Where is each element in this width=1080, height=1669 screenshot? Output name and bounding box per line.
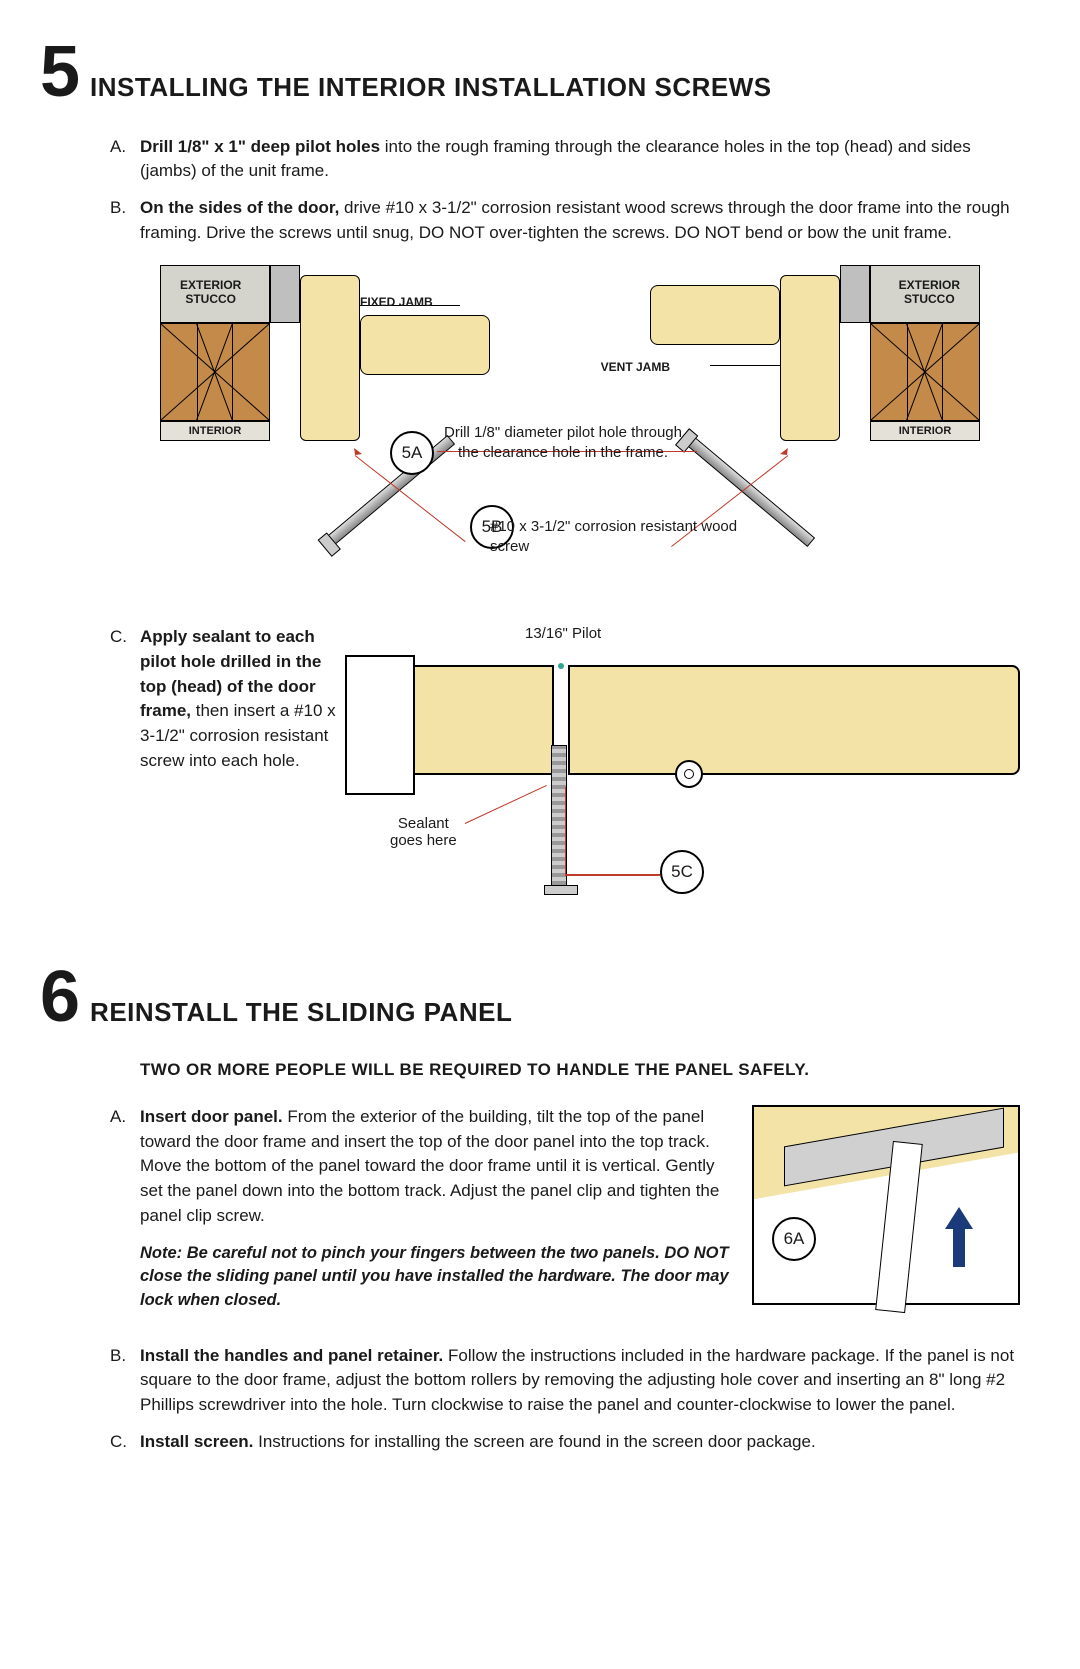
interior-label: INTERIOR bbox=[870, 421, 980, 441]
substep-text: Install the handles and panel retainer. … bbox=[140, 1344, 1020, 1418]
callout-6a: 6A bbox=[772, 1217, 816, 1261]
section-5-heading: 5 INSTALLING THE INTERIOR INSTALLATION S… bbox=[40, 40, 1020, 105]
crosshatch-icon bbox=[161, 324, 269, 420]
fixed-jamb-label: FIXED JAMB bbox=[360, 295, 433, 309]
wood-jamb bbox=[780, 275, 840, 441]
wood-panel bbox=[360, 315, 490, 375]
rest-text: Instructions for installing the screen a… bbox=[253, 1432, 815, 1451]
step-number-6: 6 bbox=[40, 965, 80, 1030]
note-6a: Note: Be careful not to pinch your finge… bbox=[140, 1242, 734, 1311]
slot bbox=[840, 265, 870, 323]
substep-5a: A. Drill 1/8" x 1" deep pilot holes into… bbox=[110, 135, 1020, 184]
section-6-substeps-bc: B. Install the handles and panel retaine… bbox=[40, 1344, 1020, 1455]
step-title-6: REINSTALL THE SLIDING PANEL bbox=[90, 997, 512, 1028]
substep-letter: A. bbox=[110, 135, 132, 184]
up-arrow-icon bbox=[945, 1207, 973, 1267]
diagram-jamb-cross-section: EXTERIOR STUCCO INTERIOR FIXED JAMB EXTE… bbox=[160, 265, 980, 585]
callout-line bbox=[565, 875, 660, 876]
bold-text: Install screen. bbox=[140, 1432, 253, 1451]
substep-5c: C. Apply sealant to each pilot hole dril… bbox=[110, 625, 340, 773]
bold-text: Install the handles and panel retainer. bbox=[140, 1346, 443, 1365]
substep-6b: B. Install the handles and panel retaine… bbox=[110, 1344, 1020, 1418]
substep-6c: C. Install screen. Instructions for inst… bbox=[110, 1430, 1020, 1455]
sealant-label: Sealant goes here bbox=[390, 815, 457, 849]
substep-letter: B. bbox=[110, 1344, 132, 1418]
substep-text: Insert door panel. From the exterior of … bbox=[140, 1105, 734, 1311]
substep-text: Apply sealant to each pilot hole drilled… bbox=[140, 625, 340, 773]
stucco-label: EXTERIOR STUCCO bbox=[899, 279, 960, 305]
callout-5c: 5C bbox=[660, 850, 704, 894]
crosshatch-icon bbox=[871, 324, 979, 420]
substep-text: On the sides of the door, drive #10 x 3-… bbox=[140, 196, 1020, 245]
rough-framing bbox=[160, 323, 270, 421]
safety-warning: TWO OR MORE PEOPLE WILL BE REQUIRED TO H… bbox=[40, 1060, 1020, 1080]
callout-text-5b: #10 x 3-1/2" corrosion resistant wood sc… bbox=[490, 517, 750, 556]
metal-trim bbox=[345, 655, 415, 795]
pilot-label: 13/16" Pilot bbox=[525, 625, 601, 642]
step-number-5: 5 bbox=[40, 40, 80, 105]
wood-panel bbox=[650, 285, 780, 345]
bold-text: On the sides of the door, bbox=[140, 198, 339, 217]
slot bbox=[270, 265, 300, 323]
substep-6a: A. Insert door panel. From the exterior … bbox=[110, 1105, 734, 1311]
callout-5a: 5A bbox=[390, 431, 434, 475]
wood-head bbox=[365, 665, 1020, 775]
leader-line bbox=[710, 365, 780, 366]
row-6a: A. Insert door panel. From the exterior … bbox=[40, 1105, 1020, 1323]
roller-icon bbox=[675, 760, 703, 788]
step-title-5: INSTALLING THE INTERIOR INSTALLATION SCR… bbox=[90, 72, 772, 103]
substep-letter: C. bbox=[110, 625, 132, 773]
wood-jamb bbox=[300, 275, 360, 441]
substep-text: Drill 1/8" x 1" deep pilot holes into th… bbox=[140, 135, 1020, 184]
stucco-label: EXTERIOR STUCCO bbox=[180, 279, 241, 305]
substep-letter: A. bbox=[110, 1105, 132, 1311]
bold-text: Drill 1/8" x 1" deep pilot holes bbox=[140, 137, 380, 156]
row-5c: C. Apply sealant to each pilot hole dril… bbox=[110, 625, 1020, 925]
rough-framing bbox=[870, 323, 980, 421]
callout-text-5a: Drill 1/8" diameter pilot hole through t… bbox=[438, 423, 688, 462]
bold-text: Insert door panel. bbox=[140, 1107, 283, 1126]
col-6a-text: A. Insert door panel. From the exterior … bbox=[110, 1105, 734, 1323]
diagram-head-sealant: 13/16" Pilot Sealant goes here 5C bbox=[365, 625, 1020, 925]
substep-5b: B. On the sides of the door, drive #10 x… bbox=[110, 196, 1020, 245]
substep-letter: B. bbox=[110, 196, 132, 245]
substep-letter: C. bbox=[110, 1430, 132, 1455]
substep-text: Install screen. Instructions for install… bbox=[140, 1430, 1020, 1455]
section-5-substeps: A. Drill 1/8" x 1" deep pilot holes into… bbox=[40, 135, 1020, 246]
interior-label: INTERIOR bbox=[160, 421, 270, 441]
section-6-heading: 6 REINSTALL THE SLIDING PANEL bbox=[40, 965, 1020, 1030]
callout-line bbox=[465, 785, 547, 824]
diagram-insert-panel: 6A bbox=[752, 1105, 1020, 1305]
vent-jamb-label: VENT JAMB bbox=[601, 360, 670, 374]
